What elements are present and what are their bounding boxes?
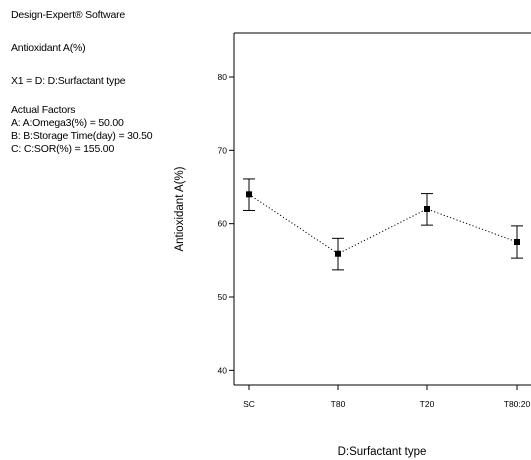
x1-factor-line: X1 = D: D:Surfactant type <box>11 75 126 87</box>
response-name: Antioxidant A(%) <box>11 42 86 54</box>
x-tick-label: T80:20 <box>504 399 531 409</box>
data-point <box>335 250 341 257</box>
y-tick-label: 40 <box>218 365 228 375</box>
software-title: Design-Expert® Software <box>11 9 126 21</box>
y-tick-label: 70 <box>218 145 228 155</box>
chart-axes: 40 50 60 70 80 SC T80 T20 T80:20 <box>218 32 531 409</box>
x-tick-label: SC <box>243 399 255 409</box>
x-tick-label: T80 <box>331 399 346 409</box>
series-line <box>248 193 518 255</box>
data-point <box>424 206 430 212</box>
data-point <box>246 191 252 198</box>
factor-line-a: A: A:Omega3(%) = 50.00 <box>11 117 124 129</box>
actual-factors-title: Actual Factors <box>11 104 76 116</box>
x-tick-label: T20 <box>420 399 435 409</box>
chart-marks <box>243 178 523 271</box>
y-tick-label: 80 <box>218 72 228 82</box>
factor-line-c: C: C:SOR(%) = 155.00 <box>11 143 115 155</box>
x-axis-label: D:Surfactant type <box>338 446 427 458</box>
data-point <box>514 239 520 245</box>
y-tick-label: 60 <box>218 219 228 229</box>
factor-line-b: B: B:Storage Time(day) = 30.50 <box>11 130 153 142</box>
y-tick-label: 50 <box>218 292 228 302</box>
y-axis-label: Antioxidant A(%) <box>174 166 186 251</box>
